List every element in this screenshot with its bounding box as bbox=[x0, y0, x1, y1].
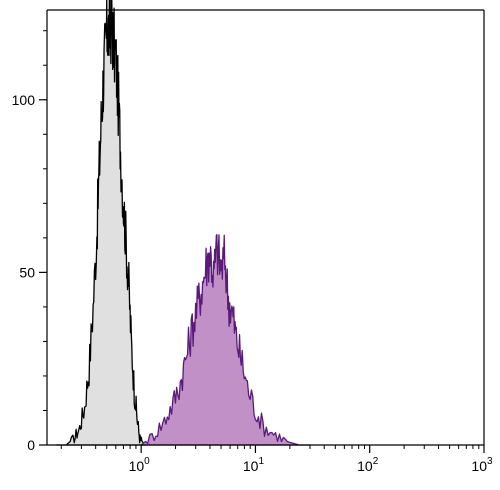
histogram-series-1 bbox=[55, 0, 147, 446]
y-tick-label: 0 bbox=[27, 437, 35, 453]
y-tick-label: 100 bbox=[12, 92, 36, 108]
x-tick-label: 102 bbox=[357, 456, 379, 474]
y-tick-label: 50 bbox=[19, 264, 35, 280]
histogram-series-2 bbox=[140, 234, 311, 446]
x-tick-label: 100 bbox=[129, 456, 151, 474]
x-tick-label: 103 bbox=[471, 456, 493, 474]
x-tick-label: 101 bbox=[243, 456, 265, 474]
